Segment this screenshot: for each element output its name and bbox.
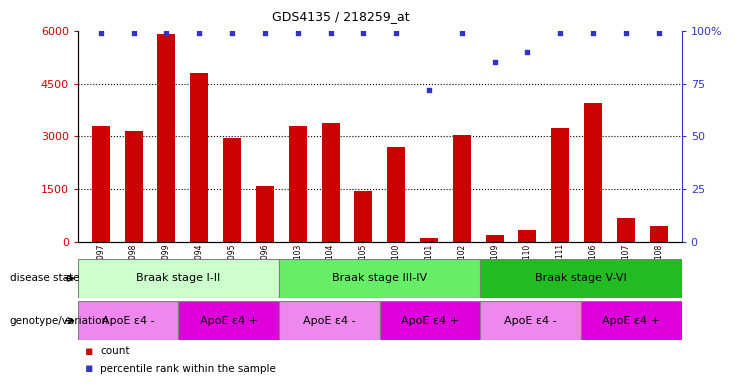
Bar	[223, 138, 241, 242]
Point	[554, 30, 566, 36]
Text: genotype/variation: genotype/variation	[10, 316, 109, 326]
Point	[391, 30, 402, 36]
Point	[226, 30, 238, 36]
Text: ApoE ε4 +: ApoE ε4 +	[200, 316, 258, 326]
Bar	[581, 301, 682, 340]
Bar	[179, 301, 279, 340]
Bar	[387, 147, 405, 242]
Bar	[354, 191, 373, 242]
Point	[620, 30, 632, 36]
Bar	[92, 126, 110, 242]
Bar	[78, 301, 179, 340]
Bar	[650, 226, 668, 242]
Point	[95, 30, 107, 36]
Text: ApoE ε4 +: ApoE ε4 +	[401, 316, 459, 326]
Point	[489, 59, 501, 65]
Text: ApoE ε4 +: ApoE ε4 +	[602, 316, 660, 326]
Point	[127, 30, 139, 36]
Bar	[480, 259, 682, 298]
Text: percentile rank within the sample: percentile rank within the sample	[100, 364, 276, 374]
Point	[456, 30, 468, 36]
Point	[193, 30, 205, 36]
Text: ▪: ▪	[85, 345, 93, 358]
Bar	[289, 126, 307, 242]
Bar	[584, 103, 602, 242]
Bar	[157, 34, 176, 242]
Point	[292, 30, 304, 36]
Bar	[480, 301, 581, 340]
Bar	[279, 301, 379, 340]
Bar	[420, 238, 438, 242]
Text: ApoE ε4 -: ApoE ε4 -	[505, 316, 557, 326]
Text: GDS4135 / 218259_at: GDS4135 / 218259_at	[272, 10, 410, 23]
Point	[161, 30, 173, 36]
Point	[653, 30, 665, 36]
Point	[357, 30, 369, 36]
Point	[423, 87, 435, 93]
Bar	[551, 127, 569, 242]
Text: Braak stage V-VI: Braak stage V-VI	[535, 273, 627, 283]
Text: disease state: disease state	[10, 273, 79, 283]
Bar	[617, 218, 635, 242]
Bar	[322, 123, 339, 242]
Bar	[519, 230, 536, 242]
Bar	[379, 301, 480, 340]
Point	[325, 30, 336, 36]
Text: ApoE ε4 -: ApoE ε4 -	[102, 316, 154, 326]
Bar	[453, 134, 471, 242]
Bar	[256, 186, 274, 242]
Point	[587, 30, 599, 36]
Bar	[279, 259, 480, 298]
Text: Braak stage I-II: Braak stage I-II	[136, 273, 221, 283]
Point	[522, 49, 534, 55]
Bar	[78, 259, 279, 298]
Text: count: count	[100, 346, 130, 356]
Text: Braak stage III-IV: Braak stage III-IV	[332, 273, 428, 283]
Text: ▪: ▪	[85, 362, 93, 375]
Bar	[124, 131, 142, 242]
Bar	[485, 235, 504, 242]
Point	[259, 30, 270, 36]
Text: ApoE ε4 -: ApoE ε4 -	[303, 316, 356, 326]
Bar	[190, 73, 208, 242]
